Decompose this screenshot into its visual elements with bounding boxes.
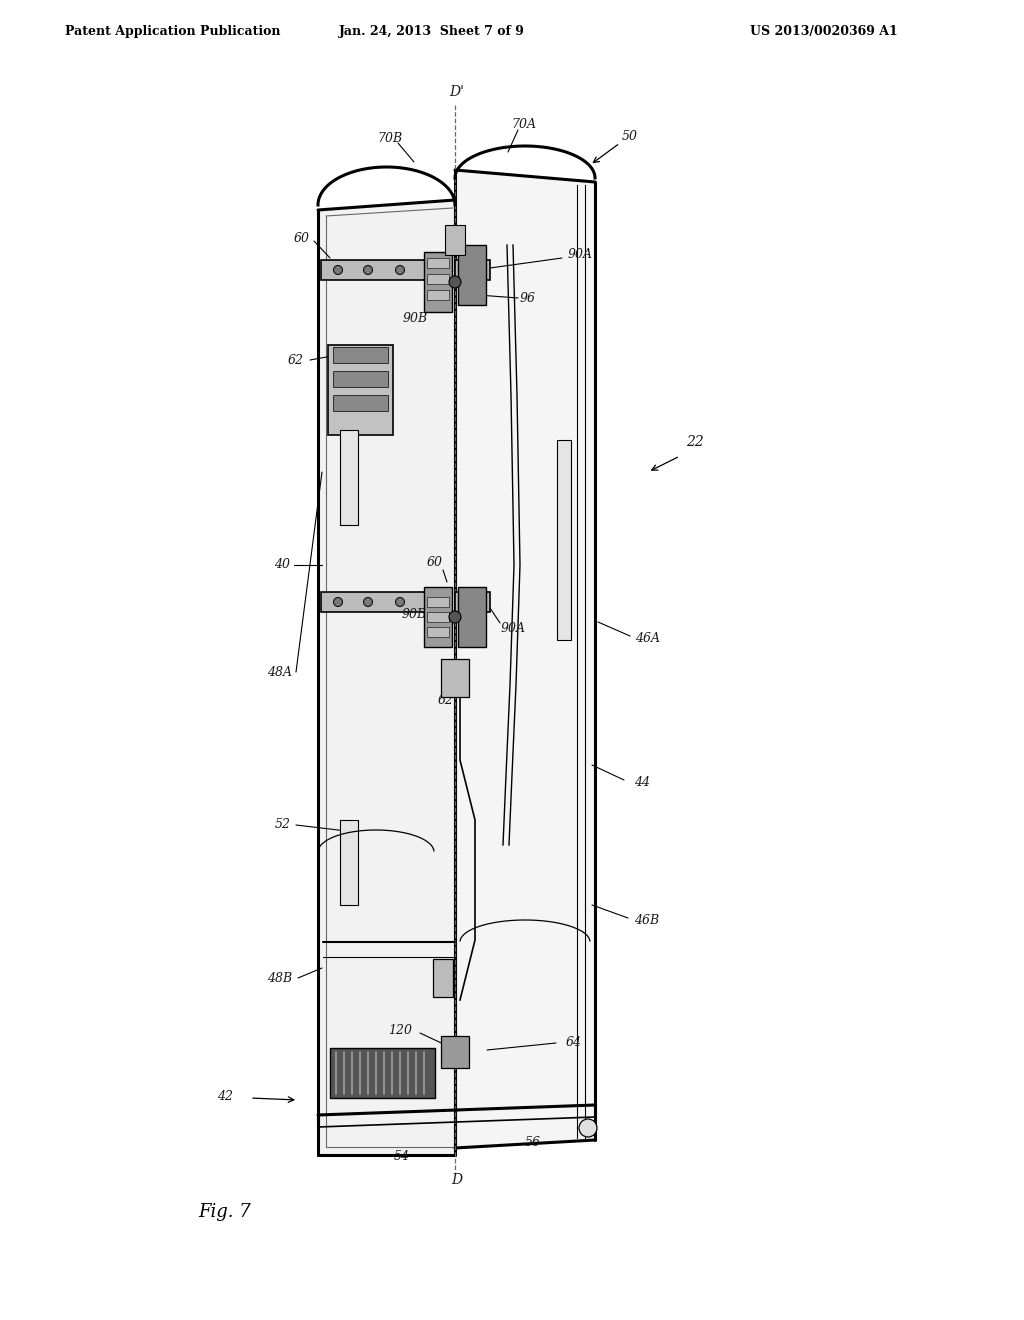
- Bar: [321, 260, 452, 280]
- Bar: [328, 345, 393, 436]
- Text: 52: 52: [275, 818, 291, 832]
- Bar: [321, 591, 452, 612]
- Bar: [455, 591, 490, 612]
- Bar: [333, 395, 388, 411]
- Circle shape: [428, 265, 437, 275]
- Polygon shape: [318, 201, 455, 1155]
- Text: US 2013/0020369 A1: US 2013/0020369 A1: [750, 25, 898, 38]
- Text: 90B: 90B: [401, 607, 427, 620]
- Text: 64: 64: [566, 1036, 582, 1049]
- Text: D': D': [450, 84, 465, 99]
- Text: 62: 62: [438, 693, 454, 706]
- Text: 48A: 48A: [267, 665, 293, 678]
- Circle shape: [395, 598, 404, 606]
- Text: 44: 44: [634, 776, 650, 788]
- Bar: [427, 627, 449, 638]
- Text: 120: 120: [388, 1023, 412, 1036]
- Text: 42: 42: [217, 1089, 233, 1102]
- Bar: [340, 430, 358, 525]
- Bar: [455, 260, 490, 280]
- Text: 48B: 48B: [267, 972, 293, 985]
- Circle shape: [464, 267, 470, 273]
- Text: 40: 40: [274, 558, 290, 572]
- Circle shape: [364, 265, 373, 275]
- Circle shape: [579, 1119, 597, 1137]
- Circle shape: [334, 265, 342, 275]
- Text: 90B: 90B: [402, 312, 428, 325]
- Bar: [433, 960, 453, 997]
- Text: 56: 56: [525, 1137, 541, 1150]
- Text: Patent Application Publication: Patent Application Publication: [65, 25, 281, 38]
- Text: 60: 60: [294, 231, 310, 244]
- Bar: [333, 371, 388, 387]
- Bar: [427, 257, 449, 268]
- Bar: [424, 252, 452, 312]
- Bar: [340, 820, 358, 906]
- Circle shape: [476, 598, 483, 606]
- Circle shape: [428, 598, 437, 606]
- Bar: [427, 597, 449, 607]
- Polygon shape: [455, 170, 595, 1148]
- Bar: [441, 1036, 469, 1068]
- Text: 46A: 46A: [636, 631, 660, 644]
- Text: Fig. 7: Fig. 7: [198, 1203, 251, 1221]
- Bar: [333, 347, 388, 363]
- Circle shape: [464, 598, 470, 606]
- Bar: [427, 612, 449, 622]
- Circle shape: [476, 267, 483, 273]
- Bar: [458, 246, 486, 305]
- Text: 22: 22: [686, 436, 703, 449]
- Bar: [458, 587, 486, 647]
- Text: 90A: 90A: [501, 622, 525, 635]
- Text: 90A: 90A: [567, 248, 593, 261]
- Bar: [424, 587, 452, 647]
- Bar: [441, 659, 469, 697]
- Bar: [445, 224, 465, 255]
- Bar: [427, 275, 449, 284]
- Text: 96: 96: [520, 292, 536, 305]
- Circle shape: [449, 611, 461, 623]
- Bar: [557, 440, 571, 640]
- Text: Jan. 24, 2013  Sheet 7 of 9: Jan. 24, 2013 Sheet 7 of 9: [339, 25, 525, 38]
- Bar: [330, 1048, 435, 1098]
- Circle shape: [449, 276, 461, 288]
- Text: 62: 62: [288, 354, 304, 367]
- Circle shape: [395, 265, 404, 275]
- Text: 46B: 46B: [635, 913, 659, 927]
- Circle shape: [364, 598, 373, 606]
- Text: D: D: [452, 1173, 463, 1187]
- Text: 70B: 70B: [378, 132, 402, 144]
- Text: 70A: 70A: [512, 117, 537, 131]
- Text: 60: 60: [427, 557, 443, 569]
- Bar: [427, 290, 449, 300]
- Circle shape: [334, 598, 342, 606]
- Text: 50: 50: [622, 131, 638, 144]
- Text: 54: 54: [394, 1150, 410, 1163]
